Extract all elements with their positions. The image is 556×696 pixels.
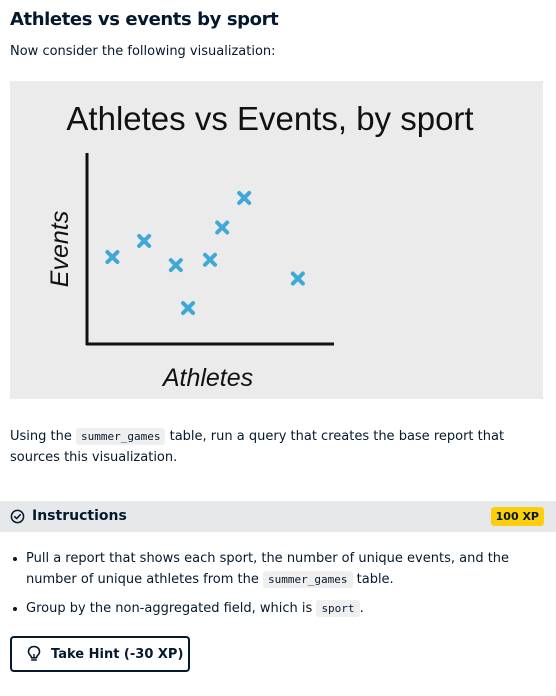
- task-text-before: Using the: [10, 429, 76, 444]
- x-axis-label: Athletes: [161, 364, 253, 392]
- instructions-header: Instructions 100 XP: [0, 501, 556, 532]
- instruction-code: summer_games: [263, 571, 353, 588]
- instruction-text-before: Pull a report that shows each sport, the…: [26, 551, 510, 587]
- instruction-text-after: .: [359, 601, 364, 616]
- take-hint-label: Take Hint (-30 XP): [51, 646, 184, 662]
- list-item: Group by the non-aggregated field, which…: [12, 598, 544, 619]
- chart-title: Athletes vs Events, by sport: [66, 100, 473, 137]
- take-hint-button[interactable]: Take Hint (-30 XP): [10, 636, 190, 672]
- exercise-intro: Now consider the following visualization…: [10, 44, 276, 59]
- data-point-2: [137, 233, 152, 248]
- exercise-title: Athletes vs events by sport: [10, 9, 279, 30]
- task-description: Using the summer_games table, run a quer…: [10, 426, 540, 468]
- data-point-8: [290, 271, 305, 286]
- instruction-code: sport: [316, 600, 360, 617]
- data-point-3: [168, 258, 183, 273]
- lightbulb-icon: [27, 645, 41, 661]
- instructions-label: Instructions: [32, 508, 127, 524]
- check-circle-icon: [10, 509, 25, 524]
- data-point-6: [215, 220, 230, 235]
- y-axis-label: Events: [46, 211, 74, 287]
- instruction-text-before: Group by the non-aggregated field, which…: [26, 601, 317, 616]
- scatter-chart: Athletes vs Events, by sport Athletes Ev…: [46, 100, 474, 392]
- list-item: Pull a report that shows each sport, the…: [12, 548, 544, 590]
- data-points: [105, 190, 305, 316]
- data-point-7: [237, 190, 252, 205]
- task-text-after: table, run a query that creates the base…: [10, 429, 505, 465]
- xp-badge: 100 XP: [490, 507, 544, 526]
- data-point-4: [181, 301, 196, 316]
- instructions-list: Pull a report that shows each sport, the…: [12, 548, 544, 627]
- table-name-code: summer_games: [76, 428, 166, 445]
- data-point-5: [203, 252, 217, 267]
- visualization-figure: Athletes vs Events, by sport Athletes Ev…: [10, 81, 543, 399]
- instruction-text-after: table.: [352, 572, 394, 587]
- data-point-1: [105, 250, 120, 265]
